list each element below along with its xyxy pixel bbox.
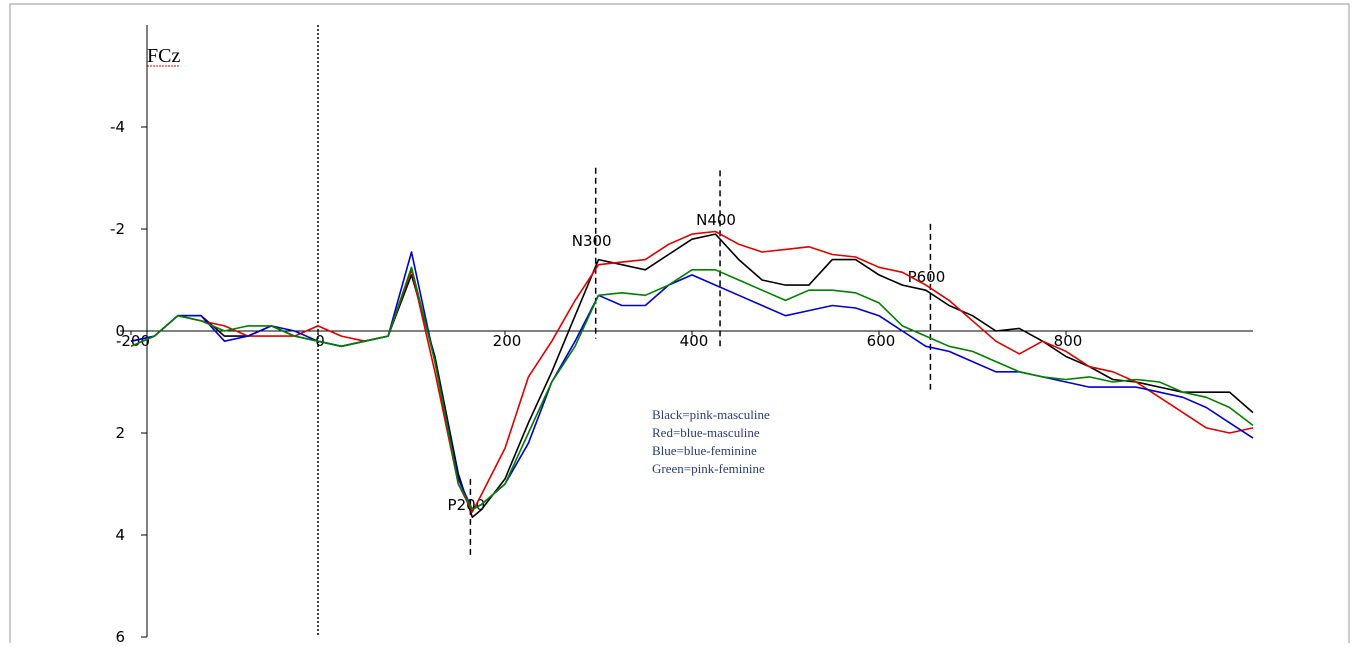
legend-entry: Black=pink-masculine (652, 407, 770, 422)
series-line (130, 230, 1254, 513)
legend-entry: Green=pink-feminine (652, 461, 765, 476)
y-tick-label: -4 (110, 118, 125, 136)
legend-entry: Blue=blue-feminine (652, 443, 757, 458)
x-tick-label: 800 (1054, 332, 1083, 350)
y-tick-label: 4 (115, 526, 125, 544)
x-tick-label: 400 (680, 332, 709, 350)
x-tick-label: 600 (867, 332, 896, 350)
marker-label: P600 (908, 268, 946, 286)
marker-label: N300 (572, 232, 612, 250)
legend-entry: Red=blue-masculine (652, 425, 760, 440)
series-line (130, 266, 1254, 511)
y-tick-label: 0 (115, 322, 125, 340)
chart-title: FCz (147, 45, 180, 67)
marker-label: P200 (448, 496, 486, 514)
y-tick-label: 6 (115, 628, 125, 643)
x-tick-label: 200 (493, 332, 522, 350)
y-tick-label: 2 (115, 424, 125, 442)
marker-label: N400 (696, 211, 736, 229)
frame (9, 3, 1350, 647)
y-tick-label: -2 (110, 220, 125, 238)
